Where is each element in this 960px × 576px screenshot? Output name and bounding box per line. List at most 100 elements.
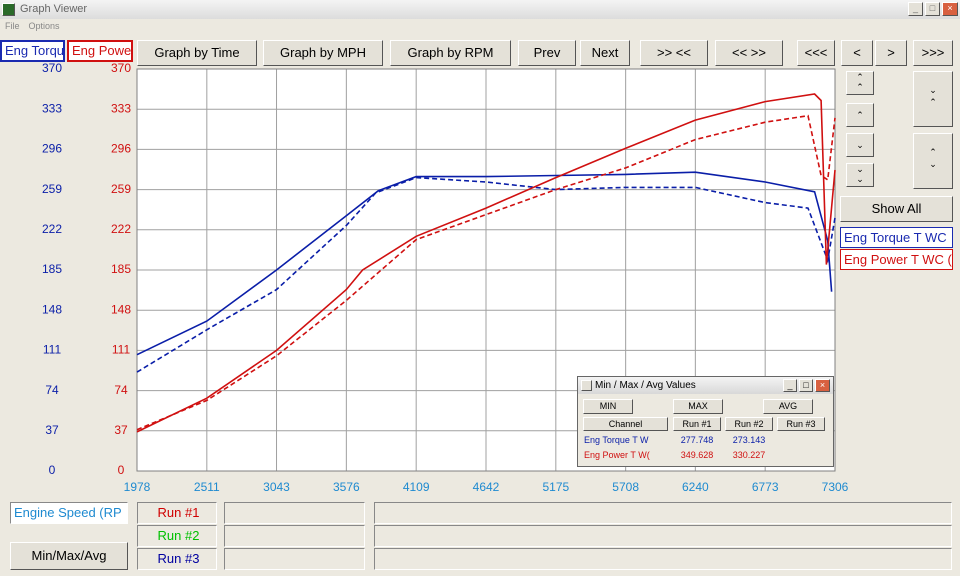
maximize[interactable]: □ [925,2,940,16]
x-tick-label: 5708 [612,480,639,494]
dialog-minimize[interactable]: _ [783,379,797,392]
dialog-close[interactable]: × [815,379,830,392]
minimize[interactable]: _ [908,2,923,16]
y2-tick-label: 0 [118,463,125,477]
scroll-top[interactable]: ⌃ ⌃ [846,71,874,95]
row-channel: Eng Torque T W [584,435,649,445]
y-tick-label: 111 [43,343,62,357]
dialog-icon [581,380,592,391]
dialog-button[interactable]: MIN [583,399,633,414]
toolbar-button[interactable]: Graph by RPM [390,40,511,66]
y2-tick-label: 148 [111,302,131,316]
run-label: Run #2 [137,525,217,547]
y2-tick-label: 296 [111,142,131,156]
legend-entry[interactable]: Eng Torque T WC [840,227,953,248]
y-tick-label: 296 [42,142,62,156]
x-tick-label: 5175 [542,480,569,494]
menu-item[interactable]: Options [28,21,60,31]
plot-border [136,68,836,472]
toolbar-button[interactable]: Prev [518,40,576,66]
show-all-button[interactable]: Show All [840,196,953,222]
min-max-avg-button[interactable]: Min/Max/Avg [10,542,128,570]
row-value: 277.748 [680,435,714,445]
dialog-maximize[interactable]: □ [799,379,813,392]
y2-tick-label: 222 [111,222,131,236]
y2-tick-label: 185 [111,262,131,276]
y2-tick-label: 111 [112,343,131,357]
y2-tick-label: 259 [111,182,131,196]
run-notes [374,548,952,570]
data-line [136,114,836,431]
toolbar-button[interactable]: << >> [715,40,783,66]
run-notes [374,525,952,547]
row-value: 330.227 [732,450,766,460]
dialog-button[interactable]: MAX [673,399,723,414]
run-notes [374,502,952,524]
x-tick-label: 6773 [752,480,779,494]
app-icon [2,3,15,16]
run-info [224,548,365,570]
scroll-down[interactable]: ⌄ [846,133,874,157]
x-tick-label: 3043 [263,480,290,494]
x-tick-label: 1978 [124,480,151,494]
y-tick-label: 370 [42,61,62,75]
toolbar-button[interactable]: >> << [640,40,708,66]
toolbar-button[interactable]: Graph by Time [137,40,257,66]
x-tick-label: 4109 [403,480,430,494]
column-header: Run #1 [673,417,721,431]
toolbar-button[interactable]: Graph by MPH [263,40,383,66]
row-value: 273.143 [732,435,766,445]
y2-tick-label: 74 [114,383,128,397]
close[interactable]: × [942,2,958,16]
y-tick-label: 0 [49,463,56,477]
y-tick-label: 74 [45,383,59,397]
y-tick-label: 222 [42,222,62,236]
data-line [136,176,836,373]
y-tick-label: 333 [42,101,62,115]
column-header: Run #3 [777,417,825,431]
min-max-avg-dialog: Min / Max / Avg Values _ □ × MIN MAX AVG Ch… [577,376,834,467]
x-tick-label: 3576 [333,480,360,494]
zoom-in[interactable]: ⌄ ⌃ [913,71,953,127]
row-value: 349.628 [680,450,714,460]
run-info [224,502,365,524]
x-tick-label: 7306 [822,480,849,494]
zoom-out[interactable]: ⌃ ⌄ [913,133,953,189]
y-axis-label: Eng Torqu [0,40,65,62]
menu-bar: File Options [0,19,960,33]
dialog-button[interactable]: AVG [763,399,813,414]
column-header: Run #2 [725,417,773,431]
window-title: Graph Viewer [20,3,88,15]
y-tick-label: 259 [42,182,62,196]
column-header: Channel [583,417,668,431]
y2-tick-label: 37 [114,423,128,437]
run-info [224,525,365,547]
dialog-title: Min / Max / Avg Values [578,377,833,394]
toolbar-button[interactable]: < [841,40,873,66]
title-bar: Graph Viewer _ □ × [0,0,960,19]
row-channel: Eng Power T W( [584,450,650,460]
menu-item[interactable]: File [5,21,20,31]
y-tick-label: 185 [42,262,62,276]
data-line [136,171,833,356]
y2-tick-label: 333 [111,101,131,115]
y-tick-label: 37 [45,423,59,437]
y2-axis-label: Eng Powe [67,40,133,62]
y2-tick-label: 370 [111,61,131,75]
legend-entry[interactable]: Eng Power T WC ( [840,249,953,270]
toolbar-button[interactable]: >>> [913,40,953,66]
data-line [136,93,836,433]
toolbar-button[interactable]: > [875,40,907,66]
scroll-bottom[interactable]: ⌄ ⌄ [846,163,874,187]
x-tick-label: 2511 [194,480,220,494]
run-label: Run #1 [137,502,217,524]
x-tick-label: 6240 [682,480,709,494]
x-tick-label: 4642 [473,480,500,494]
scroll-up[interactable]: ⌃ [846,103,874,127]
toolbar-button[interactable]: Next [580,40,630,66]
run-label: Run #3 [137,548,217,570]
toolbar-button[interactable]: <<< [797,40,835,66]
x-axis-label: Engine Speed (RP [10,502,128,524]
